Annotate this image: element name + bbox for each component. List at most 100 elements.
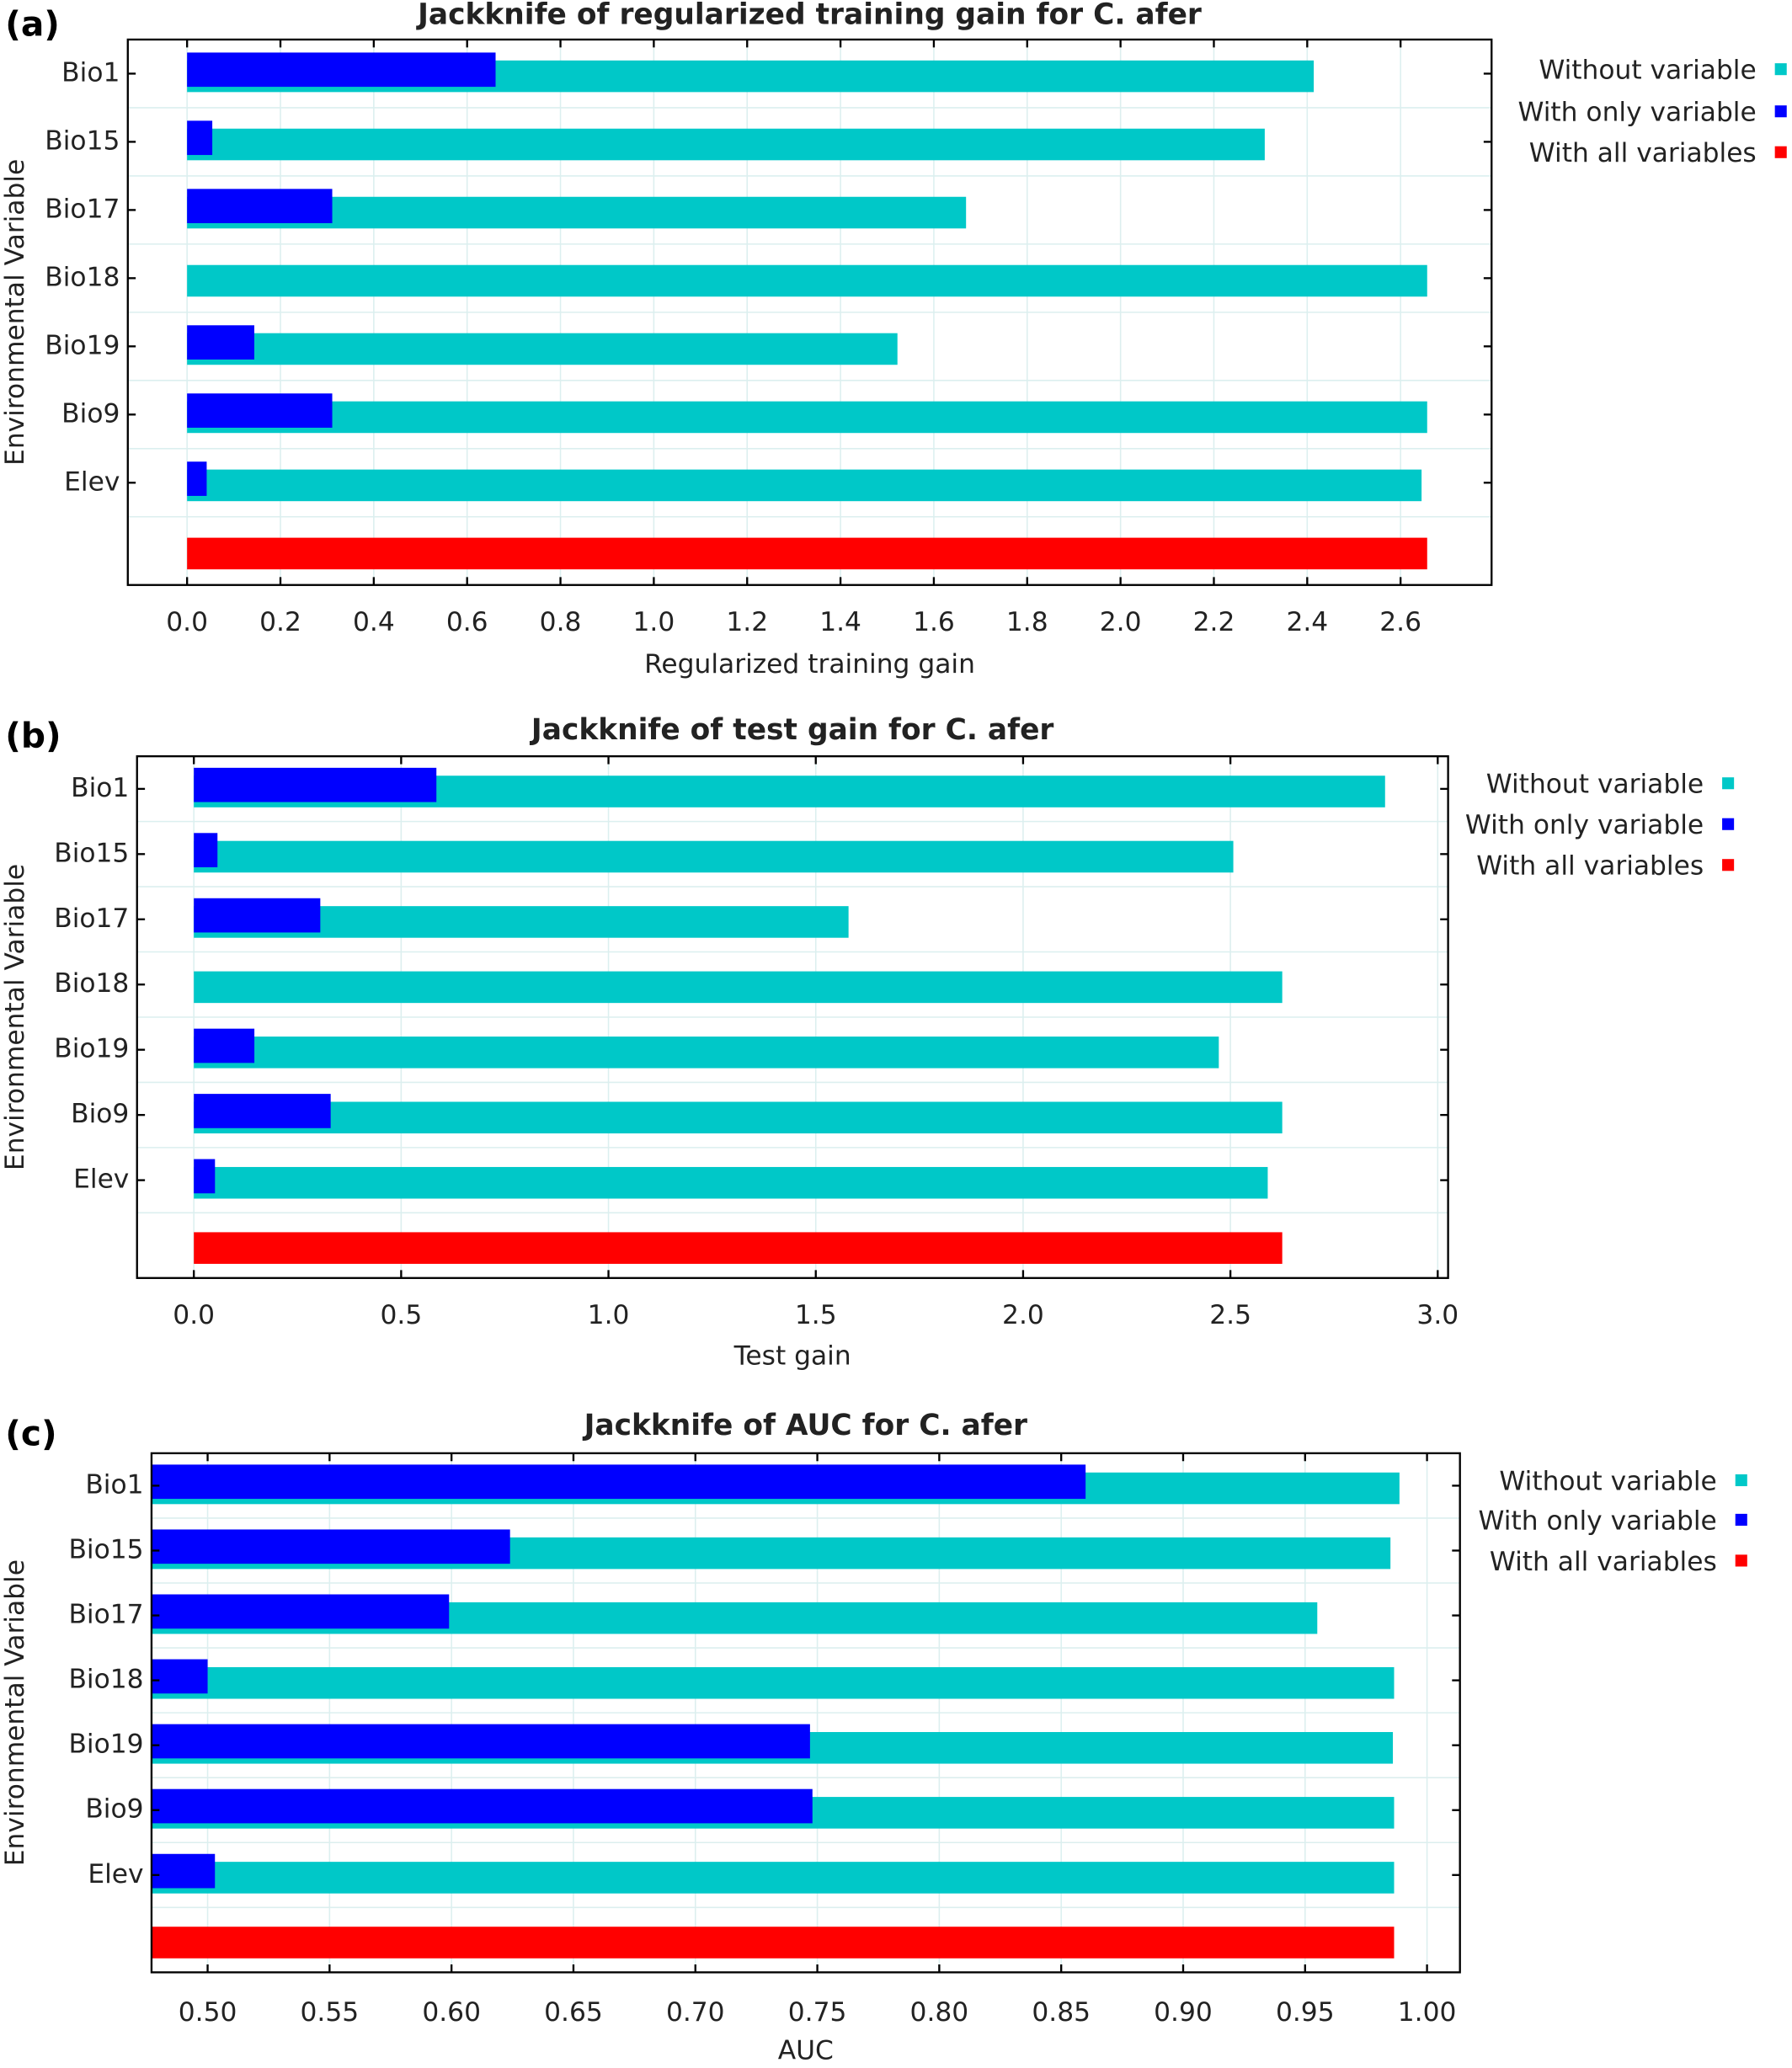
legend-swatch <box>1722 859 1735 871</box>
bar <box>187 128 1265 161</box>
y-tick-label: Bio15 <box>68 1534 143 1564</box>
y-tick-label: Bio15 <box>45 125 120 156</box>
legend-label: With only variable <box>1479 1506 1717 1536</box>
bar <box>187 469 1422 502</box>
y-tick-label: Elev <box>73 1165 129 1195</box>
bar <box>194 1166 1268 1199</box>
bar <box>187 264 1427 297</box>
x-tick-label: 1.0 <box>588 1300 630 1330</box>
x-tick-label: 2.0 <box>1002 1300 1044 1330</box>
y-tick-label: Bio9 <box>71 1099 129 1129</box>
bar <box>151 1666 1395 1699</box>
bar <box>187 325 254 360</box>
x-axis-label: AUC <box>778 2035 834 2065</box>
legend-swatch <box>1774 63 1787 76</box>
x-tick-label: 0.65 <box>544 1997 603 2028</box>
legend-swatch <box>1735 1554 1747 1567</box>
y-tick-label: Elev <box>64 466 120 497</box>
legend-label: With only variable <box>1517 98 1756 128</box>
bar <box>187 52 496 88</box>
bar <box>194 971 1283 1004</box>
bar <box>151 1529 510 1564</box>
bar <box>187 401 1427 434</box>
bar <box>187 333 898 365</box>
y-tick-label: Bio9 <box>85 1794 143 1825</box>
y-tick-label: Bio1 <box>71 773 129 803</box>
bar <box>187 461 207 496</box>
bar <box>194 1028 255 1063</box>
y-tick-label: Bio18 <box>45 262 120 292</box>
x-tick-label: 0.55 <box>301 1997 360 2028</box>
panel-label: (a) <box>5 3 60 44</box>
y-tick-label: Bio19 <box>45 330 120 360</box>
bar <box>187 189 333 224</box>
bar <box>151 1862 1395 1894</box>
bar <box>187 537 1427 570</box>
panel-label: (b) <box>5 715 61 755</box>
legend-swatch <box>1722 818 1735 830</box>
bar <box>194 898 321 933</box>
x-tick-label: 1.6 <box>913 607 955 637</box>
bar <box>194 767 437 802</box>
x-tick-label: 0.4 <box>353 607 395 637</box>
y-tick-label: Bio18 <box>54 968 129 999</box>
x-tick-label: 0.8 <box>540 607 582 637</box>
x-tick-label: 0.6 <box>446 607 488 637</box>
x-tick-label: 1.0 <box>633 607 675 637</box>
bar <box>194 1159 216 1194</box>
bar <box>151 1788 813 1824</box>
x-tick-label: 0.50 <box>179 1997 237 2028</box>
bar <box>151 1927 1395 1959</box>
x-tick-label: 3.0 <box>1416 1300 1459 1330</box>
legend-label: Without variable <box>1539 56 1756 86</box>
bar <box>194 1094 331 1128</box>
x-tick-label: 1.2 <box>726 607 768 637</box>
y-tick-label: Bio17 <box>68 1600 143 1630</box>
x-tick-label: 2.5 <box>1209 1300 1251 1330</box>
legend-label: Without variable <box>1486 770 1704 800</box>
y-tick-label: Bio19 <box>68 1730 143 1760</box>
panel-label: (c) <box>5 1414 56 1454</box>
bar <box>151 1724 810 1759</box>
bar <box>151 1853 216 1889</box>
y-axis-label: Environmental Variable <box>0 1559 30 1866</box>
y-tick-label: Bio9 <box>61 398 120 429</box>
y-axis-label: Environmental Variable <box>0 159 30 466</box>
chart-title: Jackknife of regularized training gain f… <box>416 0 1202 31</box>
y-tick-label: Bio18 <box>68 1665 143 1695</box>
x-tick-label: 0.0 <box>166 607 208 637</box>
y-tick-label: Bio17 <box>45 194 120 224</box>
bar <box>187 120 213 156</box>
legend-label: With all variables <box>1490 1547 1717 1577</box>
legend-swatch <box>1735 1474 1747 1487</box>
y-tick-label: Bio15 <box>54 838 129 868</box>
x-tick-label: 1.8 <box>1006 607 1048 637</box>
y-tick-label: Bio19 <box>54 1034 129 1064</box>
bar <box>194 833 218 867</box>
x-tick-label: 0.75 <box>788 1997 847 2028</box>
plot-frame <box>150 1452 1461 1974</box>
y-tick-label: Bio1 <box>85 1469 143 1500</box>
x-tick-label: 2.2 <box>1193 607 1235 637</box>
y-tick-label: Bio1 <box>61 57 120 88</box>
x-tick-label: 0.95 <box>1276 1997 1335 2028</box>
y-axis-label: Environmental Variable <box>0 864 30 1170</box>
legend-label: With only variable <box>1465 810 1704 840</box>
chart-title: Jackknife of test gain for C. afer <box>530 713 1054 747</box>
x-tick-label: 1.4 <box>819 607 861 637</box>
plot-frame <box>136 754 1449 1279</box>
legend-label: With all variables <box>1529 138 1757 168</box>
bar <box>151 1594 450 1629</box>
legend-swatch <box>1735 1513 1747 1526</box>
bar <box>151 1464 1086 1500</box>
y-tick-label: Elev <box>88 1859 143 1889</box>
plot-frame <box>126 38 1493 586</box>
x-tick-label: 2.4 <box>1286 607 1328 637</box>
bar <box>151 1659 208 1694</box>
bar <box>194 1232 1283 1264</box>
x-tick-label: 0.5 <box>380 1300 422 1330</box>
x-tick-label: 0.60 <box>422 1997 481 2028</box>
x-tick-label: 0.90 <box>1154 1997 1213 2028</box>
x-tick-label: 0.2 <box>259 607 301 637</box>
